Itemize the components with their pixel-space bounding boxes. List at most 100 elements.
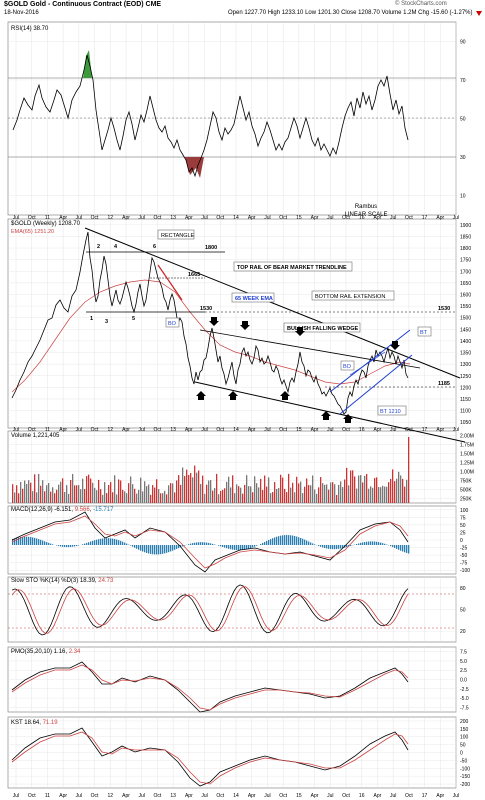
macd-hist-bar [200,542,202,545]
label-1530b: 1530 [438,306,450,312]
x-tick-label: 13 [170,215,176,221]
macd-hist-bar [192,543,194,545]
macd-hist-bar [240,545,242,551]
red-annotation-arrow [157,264,183,301]
macd-histogram [12,535,410,555]
price-y-ticks: 1900 1850 1800 1750 1700 1650 1600 1550 1500 1450… [460,223,471,426]
volume-bar [132,484,134,503]
macd-tick: -100 [460,568,470,574]
kst-tick: -150 [460,774,470,780]
macd-hist-bar [120,540,122,545]
macd-panel: MACD(12,26,9) -6.151, 9.566, -15.717 100… [11,507,470,574]
macd-hist-bar [174,545,176,550]
macd-hist-bar [154,545,156,555]
price-tick: 1050 [460,420,471,426]
x-tick-label: Apr [122,793,130,799]
x-tick-label: Oct [342,793,350,799]
macd-hist-bar [52,544,54,545]
volume-bar [192,477,194,503]
sto-tick: 80 [460,586,466,592]
macd-hist-bar [228,545,230,549]
volume-bar [334,484,336,503]
x-tick-label: Oct [28,793,36,799]
x-tick-label: Jul [139,215,145,221]
macd-hist-bar [356,544,358,545]
volume-bar [96,490,98,503]
volume-bar [158,489,160,503]
volume-bar [402,478,404,503]
macd-hist-bar [308,541,310,545]
x-tick-label: 17 [422,215,428,221]
macd-hist-bar [92,540,94,545]
volume-bar [14,492,16,503]
sto-panel: Slow STO %K(14) %D(3) 18.39, 24.73 80 50 2… [8,578,466,636]
volume-bar [186,469,188,503]
up-arrow-icon [196,391,206,400]
price-label: $GOLD (Weekly) 1208.70 [11,221,81,227]
volume-bar [346,467,348,503]
macd-hist-bar [380,542,382,545]
x-tick-label: Oct [216,215,224,221]
volume-bar [216,473,218,503]
x-tick-label: Apr [59,215,67,221]
volume-bar [220,490,222,503]
volume-bar [102,494,104,503]
x-tick-label: Apr [374,215,382,221]
volume-bar [282,477,284,503]
sto-label: Slow STO %K(14) %D(3) 18.39, 24.73 [11,578,114,584]
kst-y-ticks: 200 150 100 50 0-50 -100 -150 -200 [460,719,470,788]
volume-bar [172,483,174,503]
macd-hist-bar [108,538,110,545]
volume-bar [302,493,304,503]
x-tick-label: 13 [170,793,176,799]
price-tick: 1400 [460,339,471,345]
rectangle-label-box [157,229,195,240]
volume-bar [300,481,302,503]
price-tick: 1300 [460,362,471,368]
macd-hist-bar [104,538,106,545]
macd-hist-bar [404,545,406,553]
x-tick-label: Oct [279,427,287,433]
volume-tick: 1.50M [460,452,474,458]
volume-bar [332,482,334,503]
x-tick-label: Apr [122,427,130,433]
macd-hist-bar [400,545,402,551]
macd-hist-bar [236,545,238,551]
macd-hist-bar [248,545,250,549]
down-arrow-icon [476,11,482,16]
volume-tick: 750K [460,479,472,485]
volume-bar [262,489,264,503]
price-tick: 1850 [460,234,471,240]
macd-hist-bar [178,545,180,549]
macd-hist-bar [36,538,38,545]
volume-bar [234,493,236,503]
macd-hist-bar [246,545,248,550]
volume-bar [128,483,130,503]
bt-box-2 [377,405,407,416]
volume-bar [16,485,18,503]
macd-hist-bar [38,539,40,545]
macd-hist-bar [304,539,306,545]
macd-hist-bar [222,545,224,548]
volume-bar [318,487,320,503]
macd-hist-bar [180,545,182,548]
bottom-rail-trendline [194,381,466,443]
x-tick-label: 11 [45,427,50,433]
macd-hist-bar [58,545,60,547]
macd-hist-bar [366,541,368,545]
macd-hist-bar [238,545,240,551]
macd-hist-bar [90,541,92,545]
x-tick-label: Oct [342,427,350,433]
kst-panel: KST 18.64, 71.19 200 150 100 50 0-50 -100 -150… [11,719,470,788]
macd-hist-bar [384,543,386,545]
macd-hist-bar [274,537,276,545]
volume-bar [328,489,330,503]
macd-hist-bar [234,545,236,550]
macd-hist-bar [166,545,168,553]
price-panel: $GOLD (Weekly) 1208.70 EMA(65) 1251.20 1… [11,221,471,443]
volume-bar [178,475,180,503]
x-axis-labels: Jul Jul Jul Oct Oct Oct 11 11 11 Apr Apr Apr Jul Jul J… [13,215,459,799]
volume-bar [64,492,66,503]
x-tick-label: Apr [374,427,382,433]
macd-hist-bar [302,538,304,545]
